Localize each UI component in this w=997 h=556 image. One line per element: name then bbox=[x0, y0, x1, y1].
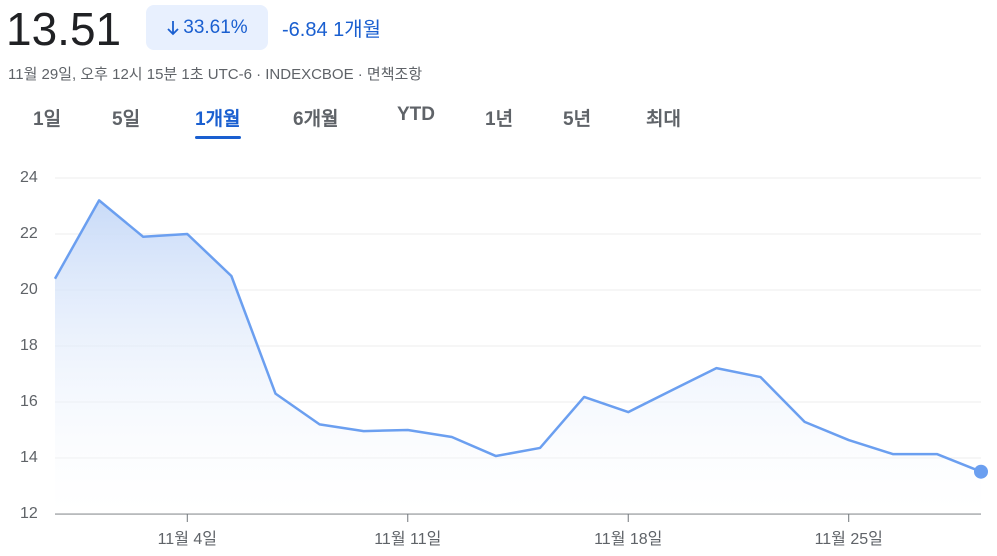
price-line bbox=[53, 199, 982, 473]
y-tick-label: 16 bbox=[20, 393, 38, 410]
change-period: 1개월 bbox=[333, 19, 382, 41]
down-arrow bbox=[167, 20, 179, 35]
range-tab[interactable]: 최대 bbox=[646, 109, 681, 130]
range-tab[interactable]: 1일 bbox=[33, 109, 62, 130]
disclaimer-link[interactable]: 면책조항 bbox=[366, 66, 423, 83]
x-tick-label: 11월 25일 bbox=[815, 530, 883, 548]
change-value: -6.84 bbox=[282, 19, 328, 41]
change-percent: 33.61% bbox=[183, 16, 248, 38]
subtitle-text: 11월 29일, 오후 12시 15분 1초 UTC-6 · INDEXCBOE… bbox=[8, 66, 367, 83]
price: 13.51 bbox=[6, 3, 122, 55]
y-tick-label: 14 bbox=[20, 449, 38, 466]
range-tab[interactable]: 6개월 bbox=[293, 109, 339, 130]
y-tick-label: 24 bbox=[20, 169, 38, 186]
last-point bbox=[974, 464, 988, 479]
x-tick-label: 11월 4일 bbox=[158, 530, 217, 548]
y-tick-label: 12 bbox=[20, 505, 38, 522]
x-tick-label: 11월 11일 bbox=[374, 530, 441, 548]
area bbox=[55, 200, 981, 514]
range-tab[interactable]: 5년 bbox=[563, 109, 592, 130]
change-badge: 33.61% bbox=[146, 5, 268, 50]
range-tab[interactable]: 1개월 bbox=[195, 104, 241, 139]
range-tab[interactable]: 1년 bbox=[485, 109, 514, 130]
y-tick-label: 20 bbox=[20, 281, 38, 298]
range-tab[interactable]: 5일 bbox=[112, 109, 141, 130]
y-tick-label: 18 bbox=[20, 337, 38, 354]
subtitle: 11월 29일, 오후 12시 15분 1초 UTC-6 · INDEXCBOE… bbox=[8, 63, 422, 84]
range-tab[interactable]: YTD bbox=[397, 104, 435, 125]
x-tick-label: 11월 18일 bbox=[594, 530, 662, 548]
change: -6.84 1개월 bbox=[282, 13, 381, 42]
y-tick-label: 22 bbox=[20, 225, 38, 242]
